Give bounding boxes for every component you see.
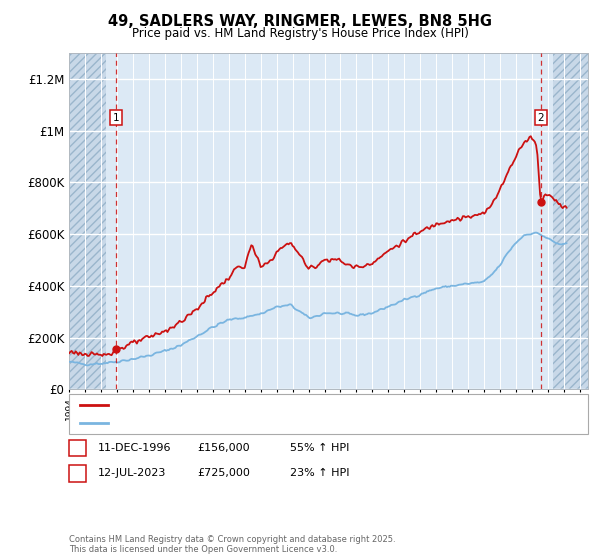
Text: 23% ↑ HPI: 23% ↑ HPI	[290, 468, 349, 478]
Text: 11-DEC-1996: 11-DEC-1996	[98, 443, 172, 453]
Text: 1: 1	[112, 113, 119, 123]
Text: £156,000: £156,000	[197, 443, 250, 453]
Text: 49, SADLERS WAY, RINGMER, LEWES, BN8 5HG: 49, SADLERS WAY, RINGMER, LEWES, BN8 5HG	[108, 14, 492, 29]
Text: 49, SADLERS WAY, RINGMER, LEWES, BN8 5HG (detached house): 49, SADLERS WAY, RINGMER, LEWES, BN8 5HG…	[114, 400, 454, 410]
Text: £725,000: £725,000	[197, 468, 250, 478]
Text: 12-JUL-2023: 12-JUL-2023	[98, 468, 166, 478]
Bar	[69, 53, 106, 389]
Text: Price paid vs. HM Land Registry's House Price Index (HPI): Price paid vs. HM Land Registry's House …	[131, 27, 469, 40]
Text: 2: 2	[74, 468, 81, 478]
Text: 55% ↑ HPI: 55% ↑ HPI	[290, 443, 349, 453]
Text: 1: 1	[74, 443, 81, 453]
Text: 2: 2	[538, 113, 544, 123]
Text: HPI: Average price, detached house, Lewes: HPI: Average price, detached house, Lewe…	[114, 418, 339, 428]
Text: Contains HM Land Registry data © Crown copyright and database right 2025.
This d: Contains HM Land Registry data © Crown c…	[69, 535, 395, 554]
Bar	[553, 53, 588, 389]
